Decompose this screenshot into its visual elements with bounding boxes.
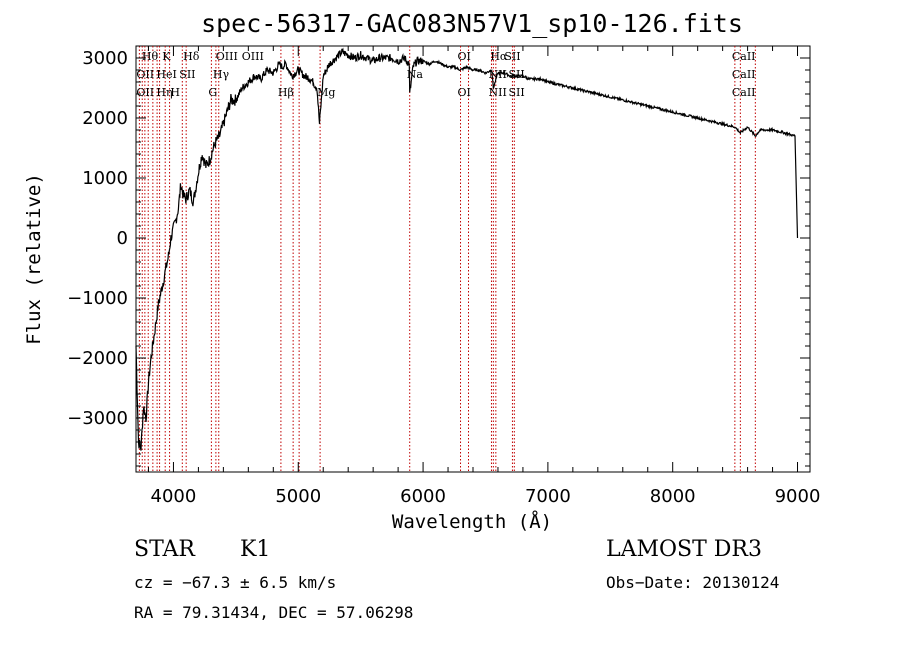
x-tick-label: 9000 xyxy=(775,486,821,507)
spectral-line-label: K xyxy=(162,50,171,63)
plot-frame xyxy=(135,45,811,473)
y-tick-label: 1000 xyxy=(82,168,128,189)
spectral-line-label: SII xyxy=(504,50,520,63)
spectral-line-label: H xyxy=(170,86,180,99)
redshift-velocity: cz = −67.3 ± 6.5 km/s xyxy=(134,573,337,592)
spectral-line-label: SII xyxy=(179,68,195,81)
spectral-line-label: Hα xyxy=(490,50,508,63)
object-class: STAR xyxy=(134,537,195,562)
spectrum-line xyxy=(135,47,799,451)
y-tick-label: 2000 xyxy=(82,108,128,129)
spectral-line-label: Na xyxy=(407,68,424,81)
y-tick-label: 0 xyxy=(117,228,128,249)
spectral-line-label: OIII xyxy=(242,50,264,63)
spectral-line-label: Hθ xyxy=(142,50,159,63)
x-axis-label: Wavelength (Å) xyxy=(392,510,552,533)
y-axis-label: Flux (relative) xyxy=(23,173,45,345)
spectral-line-label: Hη xyxy=(156,86,172,99)
x-tick-label: 8000 xyxy=(650,486,696,507)
survey-name: LAMOST DR3 xyxy=(606,537,762,562)
spectral-line-label: SII xyxy=(508,86,524,99)
spectral-line-label: OI xyxy=(458,86,471,99)
spectral-line-label: OII xyxy=(136,86,154,99)
spectral-line-label: CaII xyxy=(732,50,756,63)
x-tick-label: 5000 xyxy=(275,486,321,507)
y-tick-label: −2000 xyxy=(67,348,128,369)
observation-date: Obs−Date: 20130124 xyxy=(606,573,780,592)
y-axis-ticks: −3000 −2000 −1000 0 1000 2000 3000 xyxy=(67,45,810,467)
spectral-line-label: Hγ xyxy=(213,68,230,81)
sky-coordinates: RA = 79.31434, DEC = 57.06298 xyxy=(134,603,414,622)
spectral-line-label: NII xyxy=(488,86,506,99)
spectral-line-label: OII xyxy=(136,68,154,81)
x-tick-label: 7000 xyxy=(525,486,571,507)
x-tick-label: 6000 xyxy=(400,486,446,507)
spectral-line-label: HeI xyxy=(156,68,176,81)
chart-title: spec-56317-GAC083N57V1_sp10-126.fits xyxy=(201,9,743,38)
line-markers xyxy=(138,46,756,472)
spectral-line-label: CaII xyxy=(732,86,756,99)
y-tick-label: 3000 xyxy=(82,48,128,69)
spectral-line-label: CaII xyxy=(732,68,756,81)
y-tick-label: −1000 xyxy=(67,288,128,309)
x-tick-label: 4000 xyxy=(151,486,197,507)
spectral-line-label: OI xyxy=(458,50,471,63)
spectral-line-label: Hβ xyxy=(278,86,294,99)
y-tick-label: −3000 xyxy=(67,408,128,429)
x-axis-ticks: 4000 5000 6000 7000 8000 9000 xyxy=(147,46,821,507)
spectral-line-label: Hδ xyxy=(183,50,200,63)
spectral-line-label: G xyxy=(208,86,217,99)
spectral-line-label: Mg xyxy=(317,86,335,99)
spectral-line-label: OIII xyxy=(216,50,238,63)
object-subclass: K1 xyxy=(240,537,271,562)
